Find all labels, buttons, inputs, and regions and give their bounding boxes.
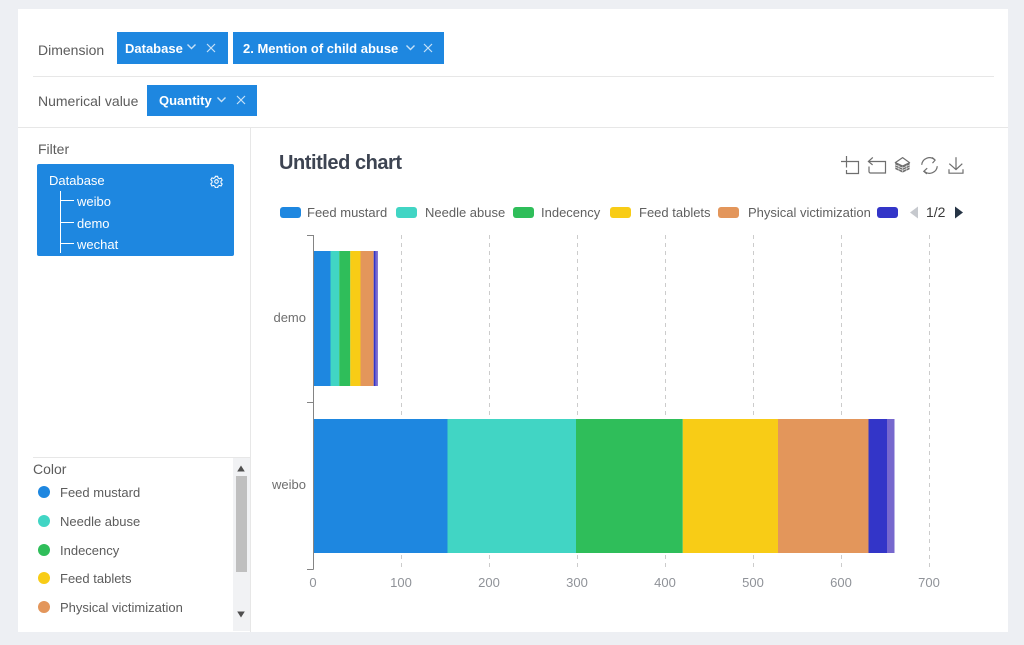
svg-text:200: 200 — [478, 575, 500, 590]
svg-text:700: 700 — [918, 575, 940, 590]
svg-text:demo: demo — [273, 310, 306, 325]
svg-text:400: 400 — [654, 575, 676, 590]
svg-text:0: 0 — [309, 575, 316, 590]
svg-text:300: 300 — [566, 575, 588, 590]
svg-text:600: 600 — [830, 575, 852, 590]
svg-text:500: 500 — [742, 575, 764, 590]
svg-text:weibo: weibo — [271, 477, 306, 492]
svg-text:100: 100 — [390, 575, 412, 590]
